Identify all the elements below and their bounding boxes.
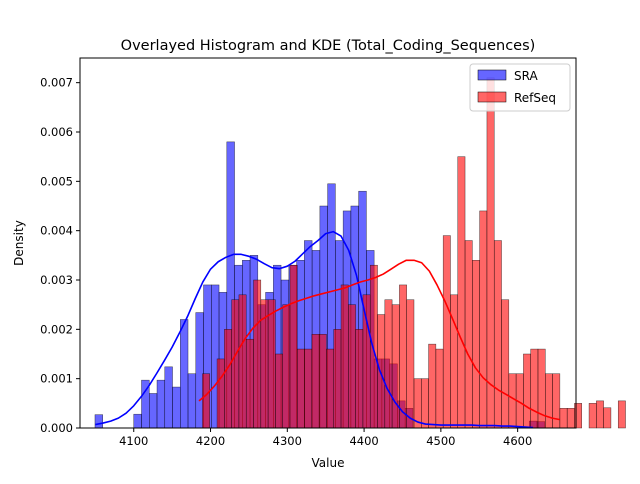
x-tick-label: 4300 [273, 434, 302, 448]
histogram-bar-refseq [472, 260, 480, 429]
histogram-bar-refseq [406, 299, 415, 429]
histogram-bar-refseq [479, 210, 488, 429]
y-tick-label: 0.007 [40, 76, 73, 90]
histogram-bar-refseq [326, 348, 334, 429]
histogram-bar-refseq [297, 348, 305, 429]
histogram-bar-refseq [596, 400, 604, 429]
histogram-bar-refseq [523, 353, 531, 429]
histogram-bar-refseq [289, 264, 298, 429]
histogram-bar-refseq [318, 334, 327, 429]
histogram-bar-sra [94, 414, 103, 429]
histogram-bar-refseq [267, 299, 276, 429]
y-tick-label: 0.002 [40, 322, 73, 336]
x-tick-label: 4500 [426, 434, 455, 448]
x-tick-label: 4200 [196, 434, 225, 448]
y-tick-label: 0.005 [40, 174, 73, 188]
x-tick-label: 4600 [503, 434, 532, 448]
histogram-bar-refseq [574, 403, 583, 429]
histogram-bar-refseq [340, 284, 349, 429]
histogram-bar-refseq [362, 294, 371, 429]
x-axis: 4100 4200 4300 4400 4500 4600 [119, 428, 532, 448]
histogram-bar-refseq [216, 358, 225, 429]
histogram-bar-refseq [421, 378, 429, 429]
legend-label-sra: SRA [514, 69, 538, 83]
histogram-bar-refseq [231, 299, 240, 429]
histogram-bar-refseq [508, 373, 517, 429]
histogram-bar-refseq [617, 400, 626, 429]
legend-label-refseq: RefSeq [514, 91, 556, 105]
chart-title: Overlayed Histogram and KDE (Total_Codin… [121, 38, 536, 54]
y-tick-label: 0.006 [40, 125, 73, 139]
histogram-bar-refseq [202, 373, 211, 429]
histogram-bar-sra [149, 393, 158, 429]
histogram-bar-refseq [333, 329, 342, 429]
histogram-bar-refseq [304, 348, 313, 429]
histogram-bar-refseq [442, 235, 451, 429]
histogram-bar-refseq [435, 348, 444, 429]
histogram-bar-refseq [348, 304, 356, 429]
histogram-bar-refseq [530, 348, 539, 429]
x-tick-label: 4100 [119, 434, 148, 448]
histogram-bar-refseq [486, 77, 495, 429]
histogram-bar-refseq [457, 156, 466, 429]
y-axis: 0.000 0.001 0.002 0.003 0.004 0.005 0.006 0.007 [40, 76, 80, 435]
histogram-bar-refseq [545, 373, 553, 429]
histogram-bar-refseq [566, 408, 575, 429]
histogram-bar-refseq [355, 329, 364, 429]
y-tick-label: 0.003 [40, 273, 73, 287]
histogram-bar-refseq [311, 334, 320, 429]
histogram-bar-refseq [253, 279, 262, 429]
histogram-bar-sra [156, 379, 166, 429]
kde-layer [95, 230, 561, 429]
histogram-bar-refseq [464, 240, 473, 429]
legend-swatch-sra [477, 69, 507, 81]
histogram-bar-sra [133, 413, 142, 429]
x-tick-label: 4400 [349, 434, 378, 448]
kde-line-refseq [198, 259, 561, 421]
y-axis-label: Density [12, 220, 26, 266]
histogram-bar-refseq [428, 343, 437, 429]
histogram-bar-refseq [384, 299, 393, 429]
histogram-bar-refseq [238, 294, 247, 429]
histogram-bar-refseq [391, 304, 400, 429]
histogram-bar-refseq [603, 407, 612, 429]
histogram-bar-sra [180, 319, 189, 429]
x-axis-label: Value [312, 456, 345, 470]
histogram-bar-refseq [377, 314, 386, 429]
plot-frame [79, 57, 577, 429]
histogram-bar-refseq [224, 329, 232, 429]
histogram-bar-refseq [275, 353, 283, 429]
histogram-bar-refseq [399, 284, 407, 429]
y-tick-label: 0.000 [40, 421, 73, 435]
histogram-bar-refseq [245, 338, 254, 429]
histogram-bar-sra [187, 373, 197, 429]
histogram-bar-refseq [559, 408, 568, 429]
histogram-bar-refseq [588, 403, 597, 429]
histogram-bar-sra [164, 366, 173, 429]
legend: SRA RefSeq [469, 63, 571, 112]
histogram-bar-refseq [282, 304, 291, 429]
histogram-bar-sra [172, 386, 181, 429]
y-tick-label: 0.004 [40, 224, 73, 238]
y-tick-label: 0.001 [40, 372, 73, 386]
kde-line-sra [95, 230, 534, 429]
legend-swatch-refseq [477, 91, 507, 103]
histogram-bar-refseq [493, 240, 502, 429]
histogram-bar-refseq [369, 264, 378, 429]
histogram-bar-refseq [501, 299, 510, 429]
